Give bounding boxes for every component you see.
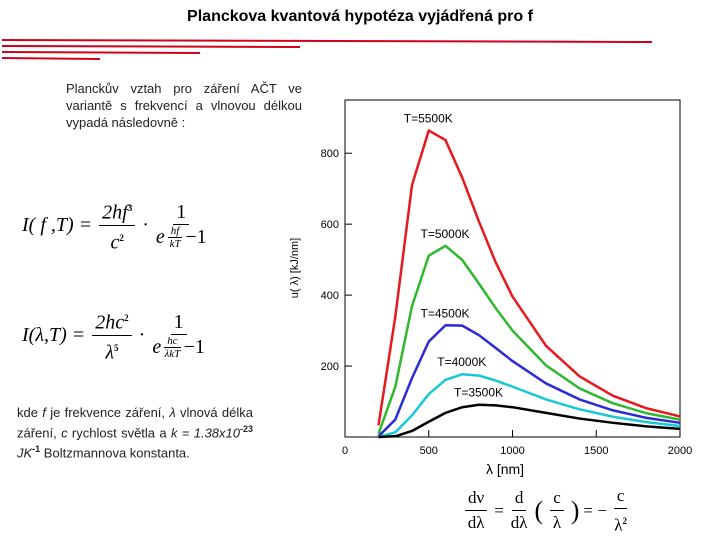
operator: = − [583,500,607,520]
decor-line [1,57,101,60]
exp-den: kT [169,238,181,251]
x-axis-label: λ [nm] [486,461,524,477]
text: JK [17,445,33,461]
fraction: 1 e hf kT −1 [156,200,207,250]
series-label: T=3500K [454,386,503,400]
symbol: c [61,425,68,441]
num: c [613,484,628,509]
num: 1 [173,200,190,226]
dot: · [138,323,146,346]
note-text: kde f je frekvence záření, λ vlnová délk… [17,404,253,462]
den: λ [105,341,115,364]
formula-lambda: I(λ,T) = 2hc2 λ5 · 1 e hc λkT −1 [22,306,208,364]
series-label: T=5500K [404,112,453,126]
series-label: T=5000K [421,227,470,241]
x-tick-label: 0 [342,445,348,457]
formula-f: I( f ,T) = 2hf3 c2 · 1 e hf kT −1 [22,196,210,254]
slide-title: Planckova kvantová hypotéza vyjádřená pr… [187,8,533,25]
num: c [550,486,564,512]
text: rychlost světla a [67,425,171,441]
series-label: T=4000K [437,355,486,369]
den: λ [552,513,562,533]
lhs: I( f ,T) = [22,213,93,236]
symbol: k [170,425,178,441]
exp-num: hc [167,335,178,348]
y-axis-label: u( λ) [kJ/nm] [289,238,301,299]
lhs: I(λ,T) = [22,323,86,346]
intro-text: Planckův vztah pro záření AČT ve variant… [66,81,302,130]
num: d [511,486,527,512]
decor-line [1,39,653,43]
sup: 2 [622,516,628,526]
den: dλ [510,513,528,533]
fraction: 2hf3 c2 [99,196,136,254]
series-line [377,129,681,426]
exponent: -1 [32,444,41,455]
symbol: λ [169,405,176,420]
text: je frekvence záření, [45,405,170,420]
sup: 2 [119,232,124,243]
sup: 3 [127,203,133,213]
derivative-formula: dν dλ = d dλ (c λ) = − c λ2 [462,484,630,538]
series-line [377,244,681,435]
den: e [155,226,165,249]
den: c [110,231,120,254]
operator: = [494,500,504,520]
den: e [152,336,162,359]
sup: 5 [114,342,119,353]
x-tick-label: 1000 [500,445,524,457]
series-line [378,403,681,439]
y-tick-label: 800 [321,148,339,160]
x-tick-label: 1500 [584,445,608,457]
text: kde [17,405,43,420]
den-tail: −1 [183,336,205,359]
fraction: 2hc2 λ5 [92,306,132,364]
exponent: -23 [240,424,254,434]
den: dλ [467,513,485,533]
y-tick-label: 400 [321,290,339,302]
num: dν [465,486,488,512]
x-tick-label: 500 [420,445,438,457]
series-line [378,372,681,439]
exp-num: hf [170,225,180,238]
dot: · [142,213,149,236]
y-tick-label: 600 [321,219,339,231]
decor-line [1,45,301,48]
y-tick-label: 200 [321,361,339,373]
series-label: T=4500K [421,306,470,320]
decor-line [1,51,201,54]
sup: 2 [124,313,129,323]
exp-den: λkT [164,348,181,361]
text: vlnová délka záření, [17,405,253,441]
den: λ [614,515,623,535]
num: 2hf [102,201,128,224]
text: Boltzmannova konstanta. [40,445,190,461]
x-tick-label: 2000 [668,445,692,457]
num: 2hc [95,311,125,334]
num: 1 [170,310,187,336]
text: = 1.38x10 [177,425,240,441]
den-tail: −1 [185,226,207,249]
fraction: 1 e hc λkT −1 [152,310,205,360]
symbol: f [42,405,46,420]
series-line [377,324,681,438]
